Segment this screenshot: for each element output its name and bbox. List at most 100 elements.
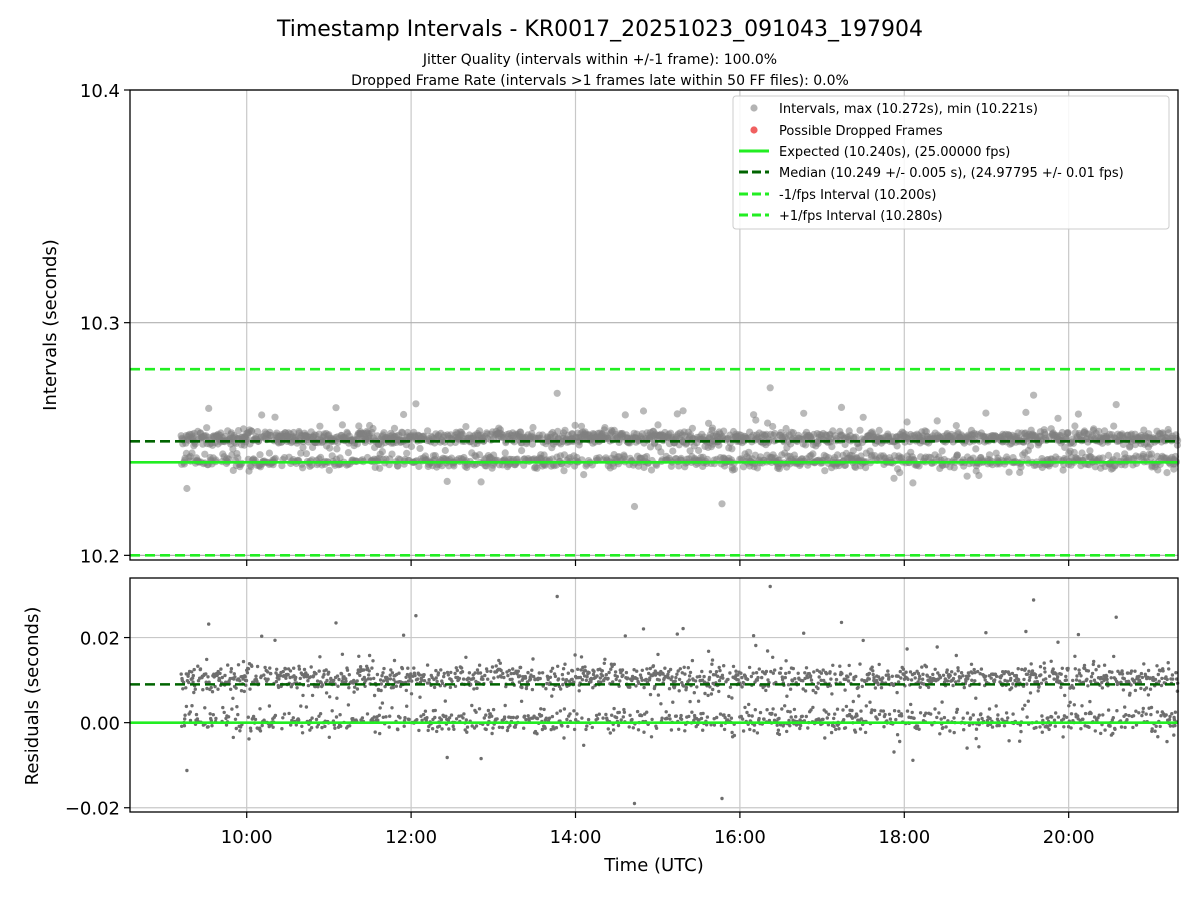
- residual-point: [388, 677, 393, 681]
- residual-point: [625, 676, 630, 680]
- residual-point: [1056, 715, 1061, 719]
- intervals-legend: Intervals, max (10.272s), min (10.221s) …: [732, 95, 1170, 230]
- residual-point: [850, 708, 854, 713]
- residual-point: [241, 677, 245, 681]
- residual-point: [380, 674, 384, 678]
- residual-point: [1128, 691, 1132, 695]
- residual-point: [477, 707, 482, 711]
- interval-point: [837, 403, 846, 411]
- residual-point: [612, 706, 616, 711]
- residual-point: [1123, 705, 1127, 709]
- residual-point: [434, 668, 438, 673]
- residual-point: [966, 671, 971, 675]
- residual-point: [764, 669, 769, 674]
- interval-point: [254, 428, 262, 436]
- residual-point: [983, 674, 988, 678]
- residual-point: [642, 730, 646, 734]
- residual-point: [191, 680, 195, 684]
- residual-point: [988, 716, 992, 721]
- residual-point: [583, 669, 588, 673]
- residual-point: [453, 671, 457, 676]
- residual-point: [993, 678, 997, 682]
- residual-point: [730, 696, 734, 700]
- residual-point: [206, 725, 210, 729]
- xtick-label: 18:00: [878, 827, 930, 848]
- residual-point: [726, 677, 730, 682]
- residual-point: [373, 730, 377, 734]
- residual-point: [446, 718, 451, 723]
- residual-point: [945, 668, 949, 672]
- residual-point: [727, 694, 731, 699]
- residual-point: [920, 665, 924, 669]
- residual-point: [1129, 669, 1134, 673]
- residual-point: [420, 678, 424, 682]
- residual-point: [1089, 711, 1093, 716]
- residual-point: [945, 679, 950, 683]
- residual-point: [211, 713, 215, 717]
- interval-point: [647, 466, 656, 474]
- legend-label-dropped: Possible Dropped Frames: [779, 124, 943, 139]
- residual-point: [204, 672, 208, 676]
- intervals-x-ticks: [246, 560, 1070, 566]
- residual-point: [423, 709, 428, 713]
- residual-point: [961, 674, 965, 678]
- residual-point: [679, 717, 684, 721]
- interval-point: [833, 451, 842, 459]
- residual-point: [194, 712, 199, 717]
- residual-point: [1164, 713, 1168, 717]
- residual-point: [798, 726, 802, 731]
- residual-point: [1149, 705, 1154, 710]
- residual-point: [798, 723, 803, 728]
- residual-point: [1056, 675, 1060, 679]
- residual-point: [873, 686, 878, 690]
- residual-point: [1051, 667, 1055, 671]
- residual-point: [661, 672, 665, 676]
- residual-point: [351, 717, 355, 721]
- interval-point: [933, 417, 941, 425]
- residual-point: [775, 723, 779, 727]
- interval-point: [802, 441, 810, 449]
- residual-point: [673, 679, 677, 683]
- residual-point: [1101, 713, 1105, 717]
- residual-point: [912, 671, 917, 676]
- residual-point: [901, 667, 906, 671]
- residual-point: [1079, 727, 1083, 731]
- residual-point: [1160, 676, 1164, 681]
- interval-point: [416, 444, 424, 452]
- residual-point: [1075, 674, 1079, 678]
- residual-point: [967, 723, 972, 727]
- interval-point: [271, 413, 279, 421]
- residual-point: [577, 689, 581, 693]
- residual-point: [442, 674, 446, 679]
- residual-point: [330, 709, 334, 713]
- residual-point: [522, 726, 526, 730]
- residual-point: [674, 714, 678, 718]
- residual-point: [803, 689, 808, 693]
- residual-point: [1072, 703, 1077, 707]
- residual-point: [610, 713, 614, 717]
- interval-point: [1110, 422, 1118, 430]
- residual-point: [278, 674, 283, 678]
- residual-point: [471, 676, 476, 681]
- residual-point: [565, 717, 569, 722]
- residual-point: [1056, 640, 1060, 644]
- residual-point: [856, 685, 860, 690]
- residual-point: [942, 680, 947, 684]
- residual-point: [677, 677, 682, 682]
- residual-point: [535, 732, 539, 736]
- interval-point: [855, 444, 863, 452]
- residual-point: [1150, 727, 1154, 731]
- residual-point: [1014, 673, 1019, 678]
- residual-point: [739, 714, 743, 719]
- residual-point: [986, 723, 990, 728]
- residual-point: [1097, 664, 1101, 668]
- residual-point: [615, 674, 619, 679]
- residual-point: [273, 638, 277, 642]
- residual-point: [529, 673, 533, 677]
- residual-point: [243, 675, 247, 679]
- residual-point: [523, 676, 528, 680]
- residual-point: [948, 729, 952, 733]
- residual-point: [892, 709, 897, 713]
- interval-point: [952, 422, 960, 430]
- residual-point: [1094, 668, 1098, 672]
